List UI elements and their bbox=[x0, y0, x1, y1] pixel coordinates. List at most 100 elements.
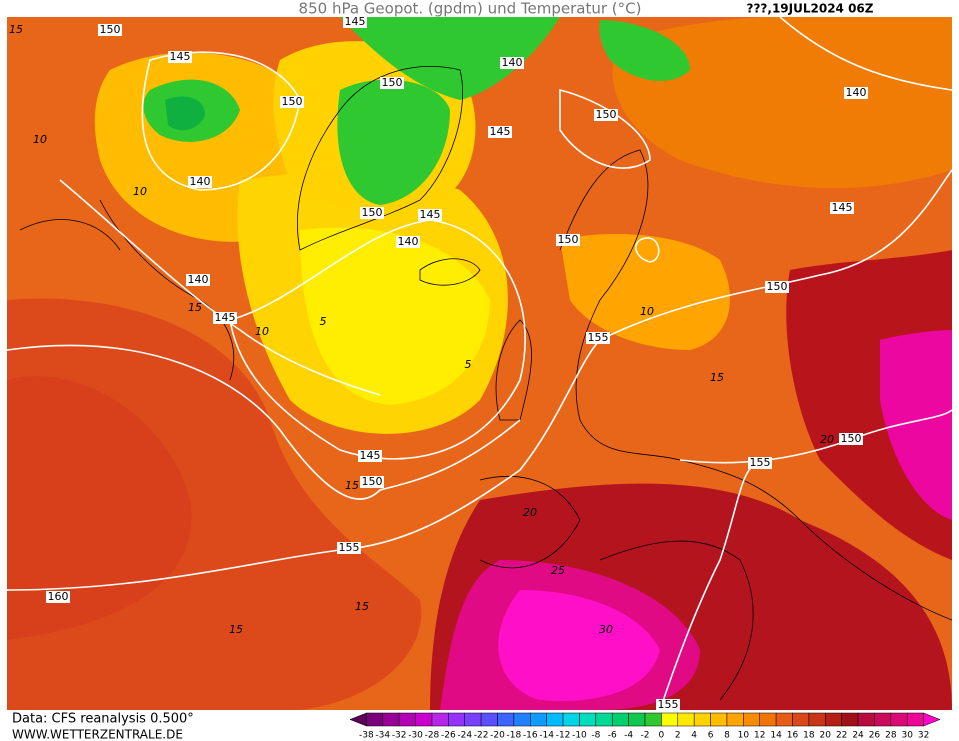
geopotential-label: 150 bbox=[100, 23, 121, 36]
temperature-label: 20 bbox=[523, 506, 537, 519]
legend-swatch bbox=[480, 712, 498, 727]
legend-swatch bbox=[693, 712, 711, 727]
legend-label: -16 bbox=[523, 731, 538, 741]
legend-swatch bbox=[595, 712, 613, 727]
geopotential-contours bbox=[7, 17, 952, 710]
geopotential-label: 160 bbox=[48, 590, 69, 603]
geopotential-label: 155 bbox=[750, 456, 771, 469]
legend-swatch bbox=[743, 712, 760, 727]
map-title: 850 hPa Geopot. (gpdm) und Temperatur (°… bbox=[299, 0, 642, 18]
label-box bbox=[358, 450, 382, 462]
label-box bbox=[844, 87, 868, 99]
label-box bbox=[500, 57, 524, 69]
legend-label: -26 bbox=[441, 731, 456, 741]
temperature-label: 10 bbox=[33, 133, 47, 146]
geopotential-label: 145 bbox=[170, 50, 191, 63]
label-box bbox=[46, 591, 70, 603]
geopotential-label: 155 bbox=[588, 331, 609, 344]
legend-label: -28 bbox=[425, 731, 440, 741]
geopotential-label: 145 bbox=[345, 15, 366, 28]
legend-swatch bbox=[415, 712, 433, 727]
legend-label: 8 bbox=[724, 731, 730, 741]
legend-label: 22 bbox=[836, 731, 847, 741]
legend-label: -18 bbox=[507, 731, 522, 741]
geopotential-label: 150 bbox=[362, 206, 383, 219]
temperature-label: 15 bbox=[345, 479, 359, 492]
legend-swatch bbox=[726, 712, 744, 727]
legend-label: -24 bbox=[457, 731, 472, 741]
legend-label: 18 bbox=[803, 731, 815, 741]
temperature-label: 10 bbox=[640, 305, 654, 318]
label-box bbox=[586, 332, 610, 344]
geopotential-label: 150 bbox=[282, 95, 303, 108]
geopotential-label: 140 bbox=[188, 273, 209, 286]
legend-swatch bbox=[857, 712, 875, 727]
legend-swatch bbox=[530, 712, 547, 727]
legend-label: -6 bbox=[608, 731, 617, 741]
legend-swatch bbox=[562, 712, 580, 727]
legend-label: 2 bbox=[675, 731, 681, 741]
label-box bbox=[594, 109, 618, 121]
legend-swatch bbox=[628, 712, 646, 727]
temperature-label: 10 bbox=[255, 325, 269, 338]
legend-label: 16 bbox=[787, 731, 799, 741]
label-box bbox=[213, 312, 237, 324]
label-box bbox=[188, 176, 212, 188]
geopotential-label: 140 bbox=[190, 175, 211, 188]
geopotential-label: 150 bbox=[767, 280, 788, 293]
legend-label: -38 bbox=[359, 731, 374, 741]
legend-swatch bbox=[513, 712, 531, 727]
legend-label: -10 bbox=[572, 731, 587, 741]
legend-label: -20 bbox=[490, 731, 505, 741]
legend-label: 32 bbox=[918, 731, 929, 741]
label-box bbox=[98, 24, 122, 36]
geopotential-label: 145 bbox=[360, 449, 381, 462]
legend-swatch bbox=[874, 712, 892, 727]
temperature-label: 15 bbox=[229, 623, 243, 636]
legend-label: -4 bbox=[624, 731, 633, 741]
legend-label: 24 bbox=[852, 731, 864, 741]
legend-label: -30 bbox=[408, 731, 423, 741]
label-box bbox=[839, 433, 863, 445]
geopotential-label: 155 bbox=[339, 541, 360, 554]
geopotential-label: 150 bbox=[558, 233, 579, 246]
legend-swatch bbox=[661, 712, 679, 727]
legend-swatch bbox=[710, 712, 728, 727]
legend-label: 12 bbox=[754, 731, 765, 741]
legend-swatch bbox=[825, 712, 842, 727]
legend-swatch bbox=[382, 712, 400, 727]
run-time: ???,19JUL2024 06Z bbox=[747, 2, 874, 16]
temperature-label: 30 bbox=[599, 623, 613, 636]
legend-swatch bbox=[579, 712, 597, 727]
geopotential-label: 145 bbox=[420, 208, 441, 221]
geopotential-label: 145 bbox=[490, 125, 511, 138]
website: WWW.WETTERZENTRALE.DE bbox=[12, 728, 183, 741]
label-box bbox=[186, 274, 210, 286]
geopotential-label: 145 bbox=[215, 311, 236, 324]
temperature-labels: 15 10 10 15 10 5 5 15 15 15 30 20 10 15 20 25 bbox=[9, 23, 834, 636]
legend-label: -12 bbox=[556, 731, 571, 741]
legend-label: 6 bbox=[708, 731, 714, 741]
geopotential-label: 150 bbox=[382, 76, 403, 89]
label-box bbox=[380, 77, 404, 89]
legend-swatch bbox=[759, 712, 777, 727]
legend-swatch bbox=[464, 712, 482, 727]
legend-swatch bbox=[611, 712, 629, 727]
legend-label: -32 bbox=[392, 731, 407, 741]
legend-swatch bbox=[431, 712, 449, 727]
legend-swatch bbox=[906, 712, 924, 727]
legend-swatch bbox=[677, 712, 695, 727]
legend-swatch bbox=[775, 712, 793, 727]
legend-swatch bbox=[448, 712, 465, 727]
legend-label: 30 bbox=[901, 731, 913, 741]
legend-swatch bbox=[890, 712, 908, 727]
legend-label: -2 bbox=[641, 731, 650, 741]
legend-label: 28 bbox=[885, 731, 897, 741]
label-box bbox=[337, 542, 361, 554]
temperature-label: 15 bbox=[710, 371, 724, 384]
color-legend: -38 -34 -32 -30 -28 -26 -24 -22 -20 -18 -16 -14 -12-… bbox=[349, 712, 941, 741]
geopotential-label: 155 bbox=[658, 698, 679, 711]
legend-label: 0 bbox=[659, 731, 665, 741]
